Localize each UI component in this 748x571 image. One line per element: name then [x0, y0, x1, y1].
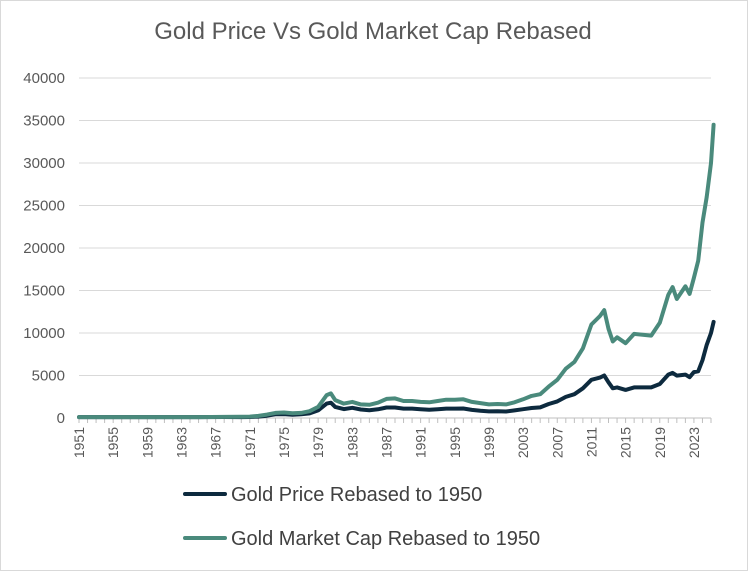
- y-tick-label: 25000: [23, 198, 65, 215]
- y-tick-label: 20000: [23, 240, 65, 257]
- x-tick-label: 1967: [208, 427, 224, 458]
- legend-label: Gold Price Rebased to 1950: [231, 484, 482, 506]
- x-tick-label: 1991: [413, 427, 429, 458]
- legend-label: Gold Market Cap Rebased to 1950: [231, 528, 540, 550]
- y-tick-label: 10000: [23, 325, 65, 342]
- x-tick-label: 1979: [310, 427, 326, 458]
- x-tick-label: 1987: [378, 427, 394, 458]
- y-tick-label: 15000: [23, 283, 65, 300]
- x-tick-label: 2011: [583, 427, 599, 457]
- y-tick-label: 40000: [23, 70, 65, 87]
- y-tick-label: 0: [57, 410, 65, 427]
- x-tick-label: 2003: [515, 427, 531, 458]
- x-tick-label: 2007: [549, 427, 565, 458]
- x-tick-label: 2019: [652, 427, 668, 458]
- x-tick-label: 1999: [481, 427, 497, 458]
- x-tick-label: 1971: [242, 427, 258, 458]
- chart-title: Gold Price Vs Gold Market Cap Rebased: [154, 18, 592, 45]
- legend: Gold Price Rebased to 1950 Gold Market Ca…: [183, 484, 540, 550]
- grid-lines: [79, 77, 711, 376]
- x-tick-label: 1955: [105, 427, 121, 458]
- x-tick-label: 1975: [276, 427, 292, 458]
- y-tick-label: 35000: [23, 113, 65, 130]
- axes: 0 5000 10000 15000 20000 25000 30000 35000 40000…: [23, 70, 712, 458]
- series-lines: [77, 122, 716, 420]
- x-tick-label: 1983: [344, 427, 360, 458]
- y-tick-label: 30000: [23, 155, 65, 172]
- y-tick-label: 5000: [32, 368, 65, 385]
- x-tick-label: 2015: [618, 427, 634, 458]
- x-tick-label: 1963: [173, 427, 189, 458]
- x-tick-label: 2023: [686, 427, 702, 458]
- series-line-gold-market-cap: [77, 122, 716, 420]
- x-tick-label: 1995: [447, 427, 463, 458]
- x-tick-label: 1959: [139, 427, 155, 458]
- x-tick-label: 1951: [71, 427, 87, 458]
